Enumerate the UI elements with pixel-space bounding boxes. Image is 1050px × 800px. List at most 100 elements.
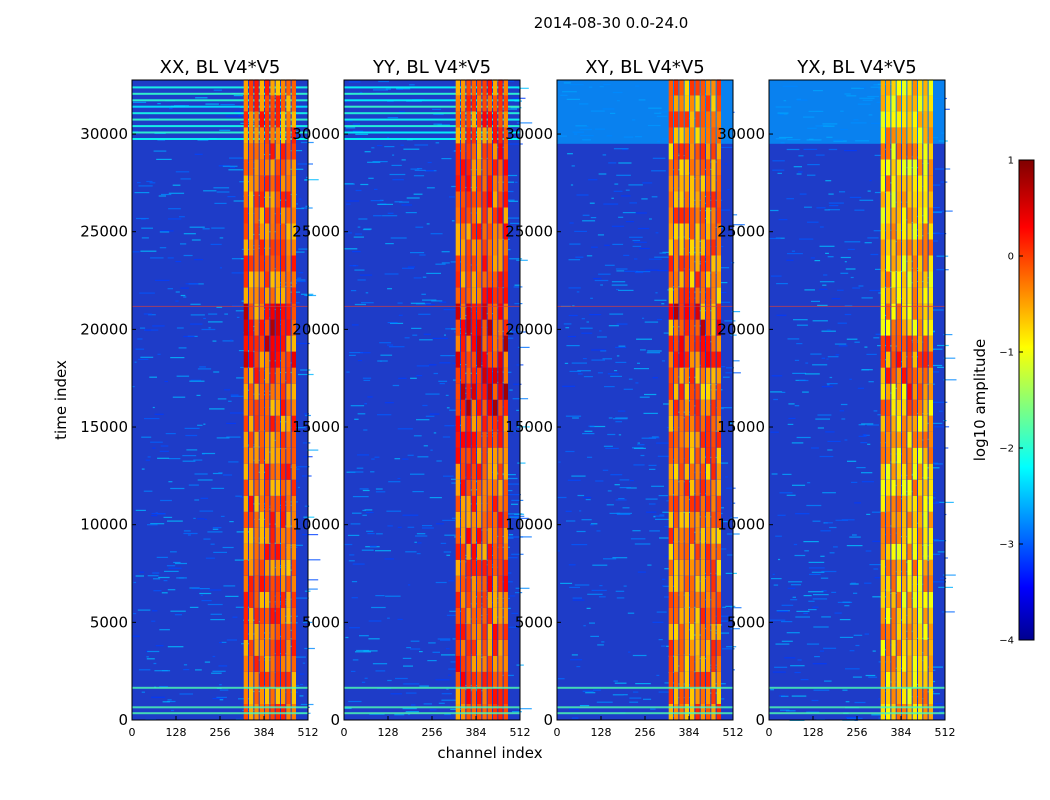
heatmap-cell [471,335,476,352]
heatmap-cell [597,644,604,646]
heatmap-cell [679,415,684,432]
heatmap-cell [286,479,291,496]
heatmap-cell [569,708,580,710]
heatmap-cell [147,524,158,526]
heatmap-cell [679,271,684,288]
heatmap-cell [907,383,912,400]
heatmap-cell [907,672,912,688]
heatmap-cell [298,373,314,376]
heatmap-cell [791,250,795,252]
heatmap-cell [886,559,891,576]
heatmap-cell [291,111,296,128]
heatmap-cell [816,207,826,209]
heatmap-cell [658,495,668,497]
heatmap-cell [444,534,456,536]
heatmap-cell [643,698,652,700]
heatmap-cell [684,172,694,174]
heatmap-cell [613,680,618,682]
y-tick-label: 0 [755,711,765,729]
heatmap-cell [466,591,471,608]
heatmap-cell [695,672,700,688]
heatmap-cell [928,623,933,640]
heatmap-cell [291,463,296,480]
heatmap-cell [461,399,466,416]
heatmap-cell [928,79,933,96]
heatmap-cell [923,607,928,624]
heatmap-cell [229,521,234,523]
heatmap-cell [270,111,275,128]
heatmap-cell [466,111,471,128]
heatmap-cell [853,634,863,636]
heatmap-cell [275,303,280,320]
heatmap-cell [886,239,891,256]
heatmap-cell [928,159,933,176]
heatmap-cell [912,527,917,544]
heatmap-cell [786,198,794,200]
heatmap-cell [498,495,503,512]
heatmap-cell [679,335,684,352]
heatmap-cell [170,487,185,490]
heatmap-cell [613,418,628,420]
heatmap-cell [695,367,700,384]
heatmap-cell [503,79,508,96]
heatmap-cell [568,259,581,261]
heatmap-cell [837,322,847,324]
heatmap-cell [880,111,885,128]
heatmap-cell [145,329,152,331]
heatmap-cell [291,623,296,640]
heatmap-cell [716,287,721,304]
heatmap-cell [716,159,721,176]
heatmap-cell [923,239,928,256]
heatmap-cell [178,347,187,349]
heatmap-cell [593,278,602,280]
heatmap-cell [716,367,721,384]
heatmap-cell [455,159,460,176]
heatmap-cell [281,303,286,320]
heatmap-cell [635,271,651,273]
heatmap-cell [690,223,695,240]
heatmap-cell [410,168,420,170]
heatmap-cell [461,575,466,592]
heatmap-cell [716,559,721,576]
heatmap-cell [397,302,403,304]
heatmap-cell [829,205,839,207]
heatmap-cell [441,693,452,695]
heatmap-cell [784,657,796,659]
heatmap-cell [482,223,487,240]
heatmap-cell [928,543,933,560]
heatmap-cell [825,252,829,254]
heatmap-cell [361,549,374,551]
heatmap-cell [235,606,251,608]
heatmap-cell [632,530,641,532]
heatmap-cell [281,399,286,416]
heatmap-cell [355,133,369,135]
heatmap-cell [493,255,498,272]
heatmap-cell [254,431,259,448]
heatmap-cell [203,190,217,192]
heatmap-cell [254,175,259,192]
heatmap-cell [498,655,503,672]
heatmap-cell [659,252,667,254]
heatmap-cell [645,269,659,271]
heatmap-cell [586,321,589,323]
heatmap-cell [923,159,928,176]
y-tick-label: 0 [330,711,340,729]
heatmap-cell [623,388,633,390]
heatmap-cell [249,591,254,608]
heatmap-cell [243,623,248,640]
heatmap-cell [190,303,201,305]
heatmap-cell [634,271,644,274]
heatmap-cell [695,159,700,176]
heatmap-cell [679,351,684,368]
heatmap-cell [281,495,286,512]
heatmap-cell [493,191,498,208]
heatmap-cell [482,495,487,512]
heatmap-cell [160,499,172,502]
heatmap-cell [600,350,607,352]
heatmap-cell [259,543,264,560]
heatmap-cell [382,215,398,217]
heatmap-cell [869,289,884,292]
heatmap-cell [225,595,239,597]
heatmap-cell [668,639,673,656]
heatmap-cell [448,668,458,670]
